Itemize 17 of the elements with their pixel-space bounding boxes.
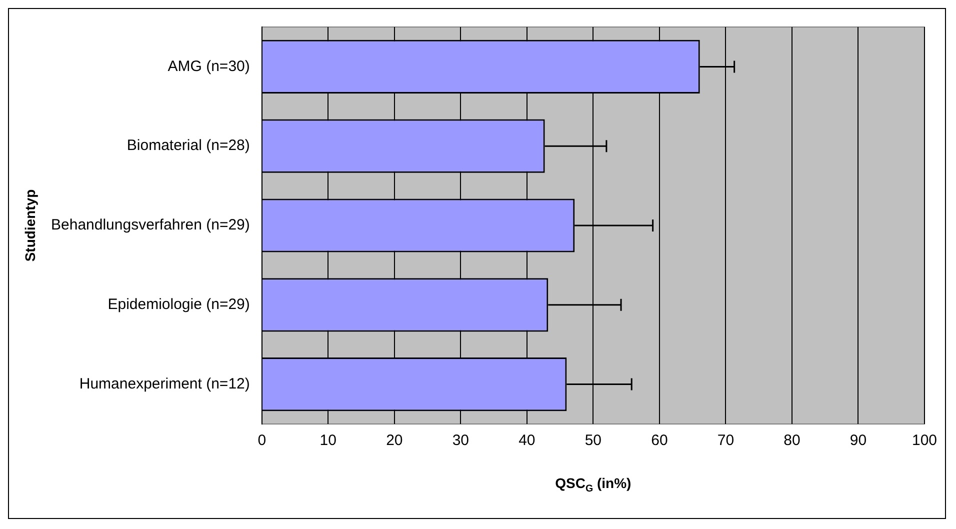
x-tick-label: 30 — [452, 432, 470, 450]
y-axis-title: Studientyp — [22, 189, 38, 262]
x-tick-label: 50 — [584, 432, 602, 450]
y-tick-label: Humanexperiment (n=12) — [79, 375, 250, 392]
y-tick-label: AMG (n=30) — [168, 58, 250, 75]
x-tick-label: 100 — [912, 432, 937, 450]
x-tick-label: 20 — [386, 432, 403, 450]
x-tick-label: 60 — [651, 432, 668, 450]
x-tick-label: 0 — [258, 432, 266, 450]
x-tick-label: 80 — [784, 432, 800, 450]
y-tick-label: Biomaterial (n=28) — [126, 137, 250, 154]
y-tick-label: Behandlungsverfahren (n=29) — [51, 216, 250, 234]
y-tick-label: Epidemiologie (n=29) — [108, 296, 250, 314]
x-tick-label: 70 — [717, 432, 734, 450]
x-tick-label: 40 — [518, 432, 536, 450]
x-tick-label: 10 — [320, 432, 336, 450]
x-tick-label: 90 — [850, 432, 867, 450]
